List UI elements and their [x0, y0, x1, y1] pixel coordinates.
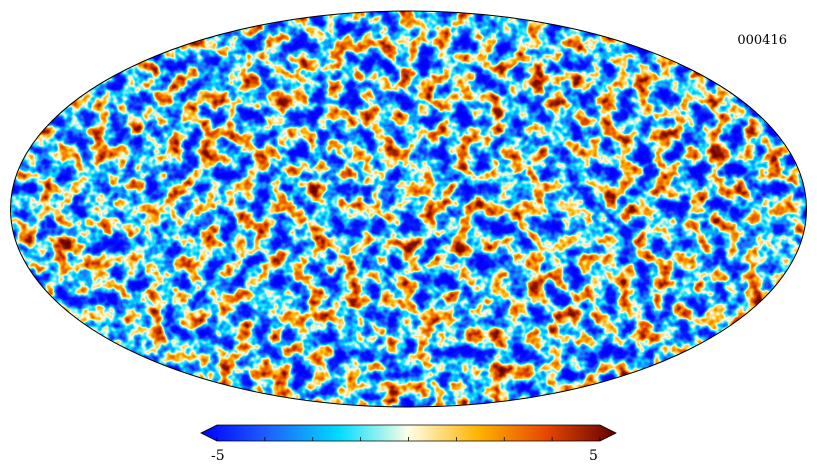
map-outline [10, 10, 807, 408]
colorbar-ticks [216, 437, 601, 441]
map-field [10, 11, 807, 407]
colorbar-min-label: -5 [211, 448, 225, 464]
colorbar-max-label: 5 [589, 448, 598, 464]
colorbar [200, 424, 617, 442]
map-label: 000416 [737, 33, 787, 48]
